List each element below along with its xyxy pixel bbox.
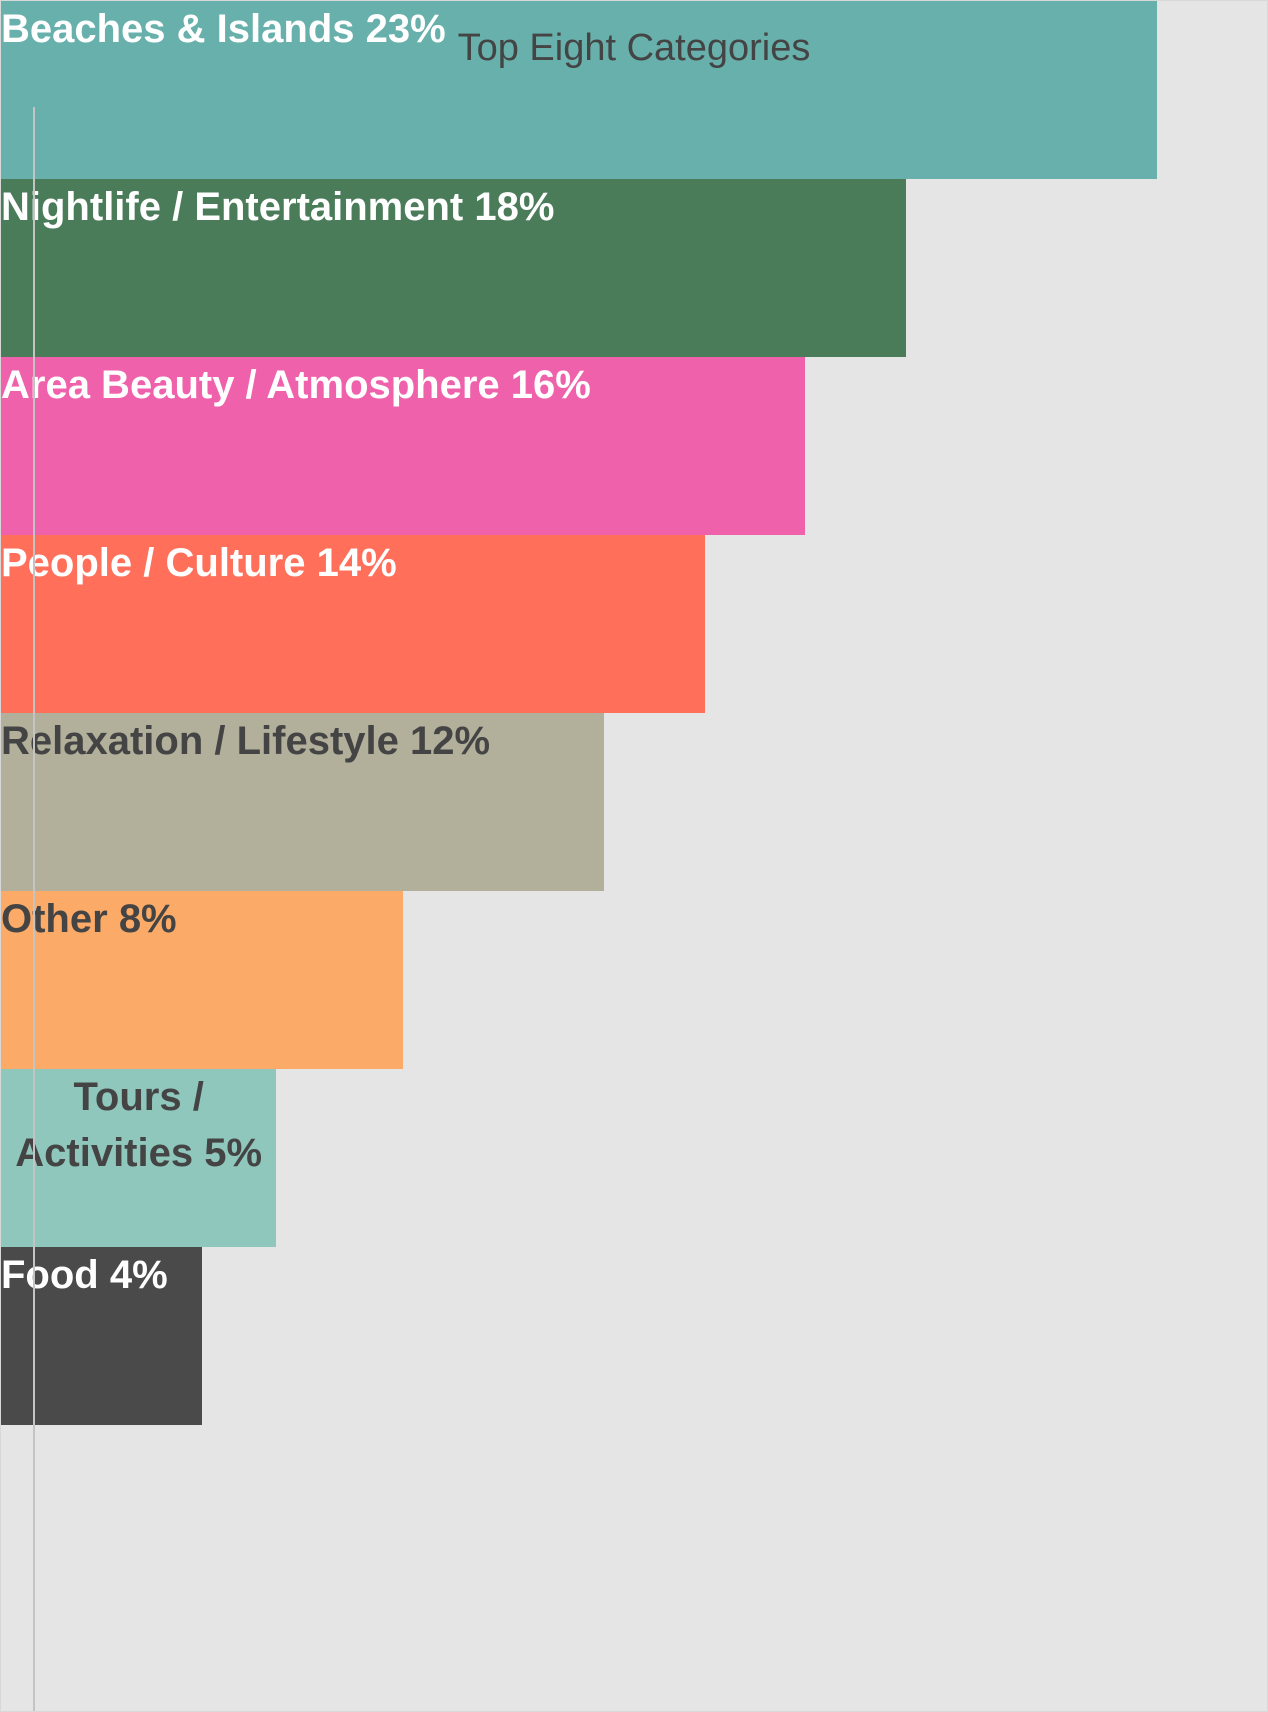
- bar-label: Food 4%: [1, 1247, 202, 1303]
- category-label: Relaxation / Lifestyle: [1, 719, 399, 763]
- category-label: Area Beauty / Atmosphere: [1, 363, 500, 407]
- bar: People / Culture 14%: [1, 535, 705, 713]
- value-label: 8%: [118, 897, 177, 941]
- value-label: 12%: [410, 719, 491, 763]
- category-label: Nightlife / Entertainment: [1, 185, 464, 229]
- bar: Tours / Activities 5%: [1, 1069, 277, 1247]
- bar: Nightlife / Entertainment 18%: [1, 179, 906, 357]
- axis-line: [33, 107, 35, 1711]
- bar: Beaches & Islands 23%: [1, 1, 1157, 179]
- bar: Area Beauty / Atmosphere 16%: [1, 357, 806, 535]
- value-label: 18%: [474, 185, 555, 229]
- category-label: People / Culture: [1, 541, 306, 585]
- value-label: 14%: [316, 541, 397, 585]
- chart-title: Top Eight Categories: [457, 27, 811, 69]
- category-label: Beaches & Islands: [1, 7, 355, 51]
- bar-label: People / Culture 14%: [1, 535, 705, 591]
- bar-label: Tours / Activities 5%: [13, 1069, 264, 1181]
- bar: Relaxation / Lifestyle 12%: [1, 713, 605, 891]
- bar: Other 8%: [1, 891, 404, 1069]
- category-label: Other: [1, 897, 108, 941]
- value-label: 5%: [204, 1131, 263, 1175]
- category-label: Food: [1, 1253, 99, 1297]
- value-label: 16%: [510, 363, 591, 407]
- bar-label: Area Beauty / Atmosphere 16%: [1, 357, 805, 413]
- category-label: Tours / Activities: [15, 1075, 204, 1175]
- value-label: 23%: [365, 7, 446, 51]
- bar-label: Beaches & Islands 23%: [1, 1, 1157, 57]
- value-label: 4%: [109, 1253, 168, 1297]
- bar-label: Other 8%: [1, 891, 403, 947]
- bar-label: Relaxation / Lifestyle 12%: [1, 713, 604, 769]
- bar-label: Nightlife / Entertainment 18%: [1, 179, 906, 235]
- bar: Food 4%: [1, 1247, 203, 1425]
